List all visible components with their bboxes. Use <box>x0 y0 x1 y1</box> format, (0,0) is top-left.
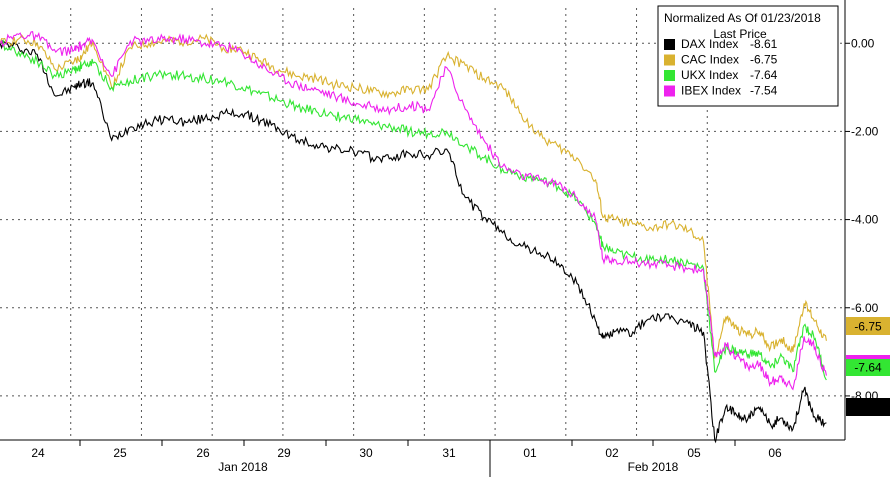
x-tick-label-6: 01 <box>523 446 537 460</box>
x-tick-label-7: 02 <box>605 446 619 460</box>
legend-label-3: IBEX Index <box>681 84 741 98</box>
legend-swatch-0 <box>664 39 675 50</box>
series-line-ukx-index <box>0 39 827 381</box>
x-axis: 24 25 26 29 30 31 01 02 05 06 Jan 2018 Feb 2018 <box>0 439 845 477</box>
legend-title: Normalized As Of 01/23/2018 <box>664 11 821 25</box>
legend-subtitle: Last Price <box>713 27 767 41</box>
y-tick-label-2: -4.00 <box>851 213 879 227</box>
x-tick-label-0: 24 <box>31 446 45 460</box>
x-tick-label-5: 31 <box>442 446 456 460</box>
legend-box <box>657 5 839 107</box>
last-value-tag-0 <box>846 317 890 335</box>
legend-swatch-3 <box>664 85 675 97</box>
series-lines <box>0 31 827 444</box>
last-value-tag-ibex <box>846 355 890 359</box>
legend-value-3: -7.54 <box>750 84 778 98</box>
last-value-label-2: -8.61 <box>854 401 882 415</box>
x-tick-label-9: 06 <box>768 446 782 460</box>
legend-label-0: DAX Index <box>681 37 738 51</box>
legend-label-2: UKX Index <box>681 68 738 82</box>
y-tick-label-0: 0.00 <box>851 36 875 50</box>
x-month-label-feb: Feb 2018 <box>628 460 679 474</box>
x-tick-label-1: 25 <box>113 446 127 460</box>
y-tick-label-1: -2.00 <box>851 124 879 138</box>
series-line-cac-index <box>0 33 827 359</box>
last-value-tag-1 <box>846 358 890 376</box>
last-value-tag-2 <box>846 398 890 416</box>
series-line-ibex-index <box>0 31 827 391</box>
y-tick-label-3: -6.00 <box>851 301 879 315</box>
legend-swatch-2 <box>664 70 675 81</box>
legend-value-2: -7.64 <box>750 68 778 82</box>
legend-label-1: CAC Index <box>681 53 739 67</box>
legend-value-0: -8.61 <box>750 37 778 51</box>
x-month-label-jan: Jan 2018 <box>218 460 268 474</box>
y-axis: 0.00-2.00-4.00-6.00-8.00 <box>844 0 879 440</box>
last-value-tags: -6.75 -7.64 -8.61 <box>846 317 890 416</box>
x-tick-label-2: 26 <box>196 446 210 460</box>
last-value-label-1: -7.64 <box>854 361 882 375</box>
last-value-label-0: -6.75 <box>854 320 882 334</box>
legend-swatch-1 <box>664 54 675 66</box>
legend: Normalized As Of 01/23/2018 Last Price D… <box>657 5 839 107</box>
x-tick-label-8: 05 <box>687 446 701 460</box>
legend-value-1: -6.75 <box>750 53 778 67</box>
series-line-dax-index <box>0 40 827 444</box>
x-tick-label-3: 29 <box>277 446 291 460</box>
x-tick-label-4: 30 <box>359 446 373 460</box>
